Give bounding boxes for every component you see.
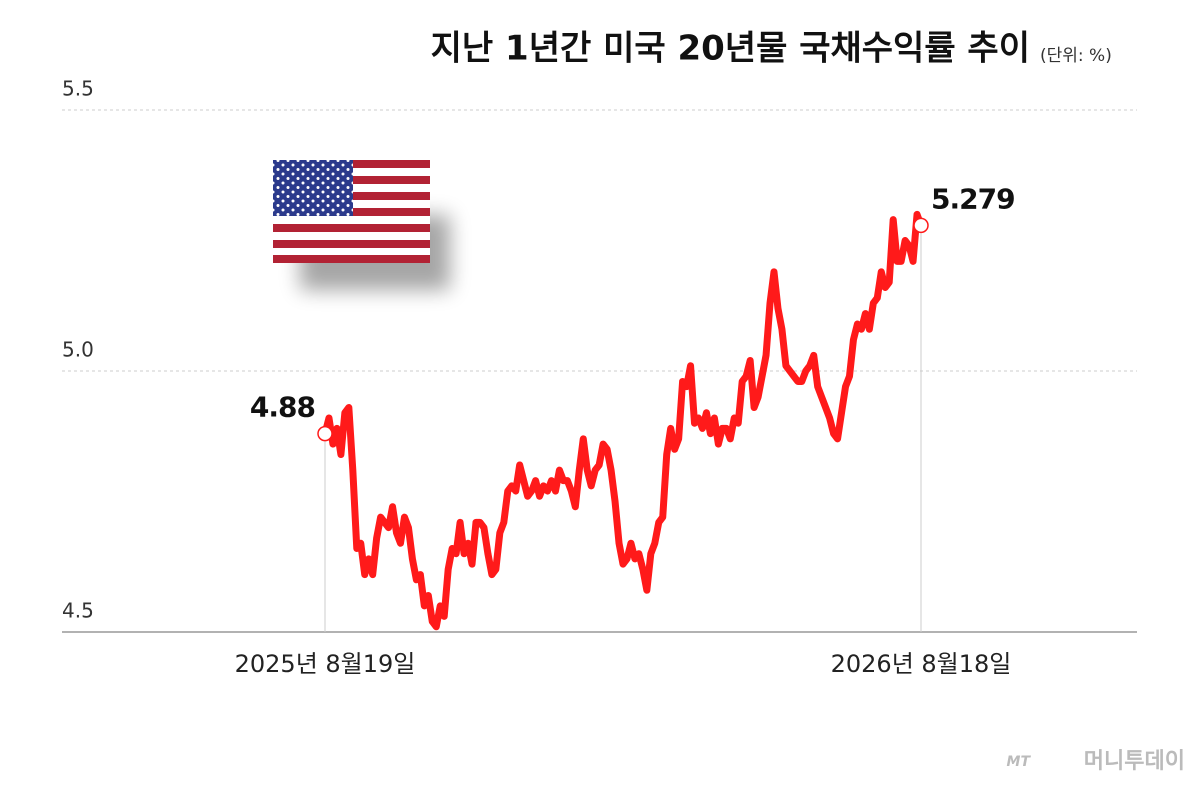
data-label: 5.279 <box>931 182 1015 215</box>
source: 머니투데이 <box>1084 749 1185 774</box>
watermark: MT 머니투데이 <box>1007 749 1185 774</box>
x-tick-label: 2026년 8월18일 <box>831 650 1012 678</box>
y-tick-label: 5.5 <box>62 77 94 101</box>
y-tick-label: 4.5 <box>62 599 94 623</box>
end-point <box>317 425 333 442</box>
source-logo: MT <box>1007 754 1032 770</box>
y-tick-label: 5.0 <box>62 338 94 362</box>
x-tick-label: 2025년 8월19일 <box>235 650 416 678</box>
data-label: 4.88 <box>250 391 315 424</box>
chart-title: 지난 1년간 미국 20년물 국채수익률 추이 <box>431 29 1030 69</box>
us-flag <box>273 160 450 290</box>
end-point <box>913 217 929 234</box>
line-series <box>321 210 925 631</box>
unit-label: (단위: %) <box>1040 46 1112 66</box>
